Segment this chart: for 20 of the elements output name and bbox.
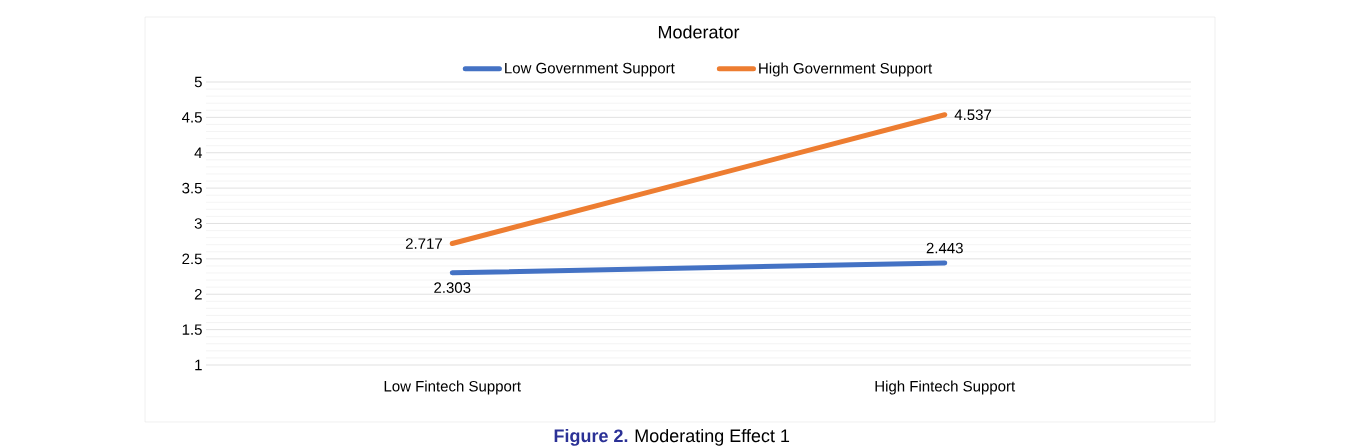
data-label: 2.443 bbox=[926, 242, 963, 254]
legend-label: Low Government Support bbox=[505, 62, 675, 77]
chart-title: Moderator bbox=[658, 25, 740, 39]
y-tick-label: 3 bbox=[194, 218, 202, 229]
y-tick-label: 5 bbox=[194, 76, 202, 88]
y-tick-label: 2 bbox=[194, 289, 202, 300]
y-tick-label: 1 bbox=[195, 359, 202, 371]
y-tick-label: 4.5 bbox=[181, 112, 202, 123]
y-tick-label: 3.5 bbox=[182, 182, 202, 194]
legend-label: High Government Support bbox=[759, 62, 933, 77]
x-tick-label: Low Fintech Support bbox=[384, 380, 521, 395]
y-tick-label: 2.5 bbox=[182, 253, 202, 265]
y-tick-label: 1.5 bbox=[182, 324, 202, 335]
data-label: 2.717 bbox=[405, 238, 442, 249]
y-tick-label: 4 bbox=[194, 147, 203, 158]
text: Moderating Effect 1 bbox=[635, 428, 790, 446]
data-label: 4.537 bbox=[954, 109, 992, 121]
data-label: 2.303 bbox=[434, 282, 471, 293]
x-tick-label: High Fintech Support bbox=[875, 380, 1016, 395]
text: Figure 2. bbox=[554, 428, 628, 446]
